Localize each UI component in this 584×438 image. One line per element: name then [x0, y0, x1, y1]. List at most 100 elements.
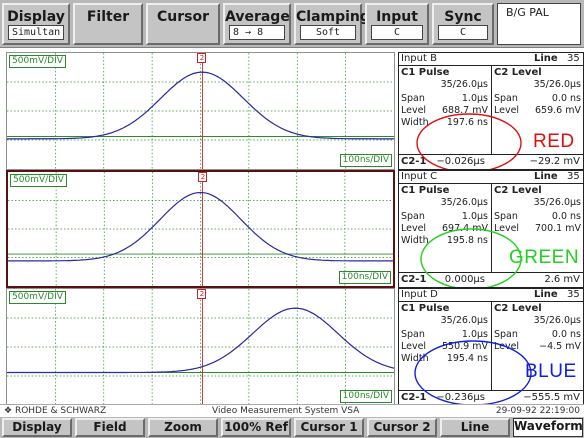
time-difference: −0.026µs	[436, 156, 485, 167]
volts-per-div-label: 500mV/DIV	[10, 174, 67, 187]
input-value: C	[371, 25, 423, 40]
line-label: Line	[534, 53, 558, 64]
span-value: 1.0µs	[461, 211, 488, 222]
volts-per-div-label: 500mV/DIV	[9, 55, 66, 68]
annotation-label: RED	[533, 131, 575, 152]
time-difference: 0.000µs	[444, 274, 485, 285]
status-line: ❖ ROHDE & SCHWARZ Video Measurement Syst…	[0, 404, 584, 417]
span-label: Span	[494, 329, 518, 340]
level-value: 700.1 mV	[535, 223, 581, 234]
width-label: Width	[401, 235, 429, 246]
date-time-stamp: 29-09-92 22:19:00	[495, 406, 580, 416]
cursor-2-title: C2 Level	[494, 67, 542, 78]
waveform-display-input-b[interactable]: 2 500mV/DIV 100ns/DIV	[6, 52, 395, 170]
waveform-display-input-d[interactable]: 2 500mV/DIV 100ns/DIV	[6, 288, 395, 406]
display-mode-value: Simultan	[8, 25, 64, 40]
width-row: Width 197.6 ns	[401, 117, 488, 129]
line-number: 35	[567, 289, 580, 300]
cursor-1-column: C1 Pulse 35/26.0µs Span 1.0µs Level 697.4 …	[399, 185, 491, 271]
average-value: 8 → 8	[229, 25, 285, 40]
width-label: Width	[401, 353, 429, 364]
span-value: 0.0 ns	[551, 93, 581, 104]
level-row: Level 550.9 mV	[401, 341, 488, 353]
level-row: Level 659.6 mV	[494, 105, 581, 117]
span-label: Span	[401, 329, 425, 340]
level-label: Level	[494, 341, 520, 352]
column-divider	[491, 184, 492, 272]
cursor-2-position: 35/26.0µs	[533, 79, 581, 90]
level-row: Level 697.4 mV	[401, 223, 488, 235]
level-value: 659.6 mV	[535, 105, 581, 116]
waveform-softkey[interactable]: Waveform	[513, 418, 583, 437]
line-label: Line	[534, 289, 558, 300]
span-row: Span 1.0µs	[401, 93, 488, 105]
annotation-label: GREEN	[509, 247, 580, 268]
time-per-div-label: 100ns/DIV	[338, 271, 391, 284]
width-value: 197.6 ns	[446, 117, 488, 128]
time-per-div-label: 100ns/DIV	[339, 154, 392, 167]
waveform-graph	[8, 172, 393, 286]
span-row: Span 0.0 ns	[494, 211, 581, 223]
level-value: 550.9 mV	[442, 341, 488, 352]
cursor-2-column: C2 Level 35/26.0µs Span 0.0 ns Level 659.6…	[492, 67, 583, 153]
input-label: Input C	[401, 171, 438, 182]
pulse-trace	[8, 191, 393, 262]
cursor-2-softkey[interactable]: Cursor 2	[367, 418, 437, 437]
pulse-trace	[7, 307, 394, 374]
time-per-div-label: 100ns/DIV	[339, 390, 392, 403]
input-label: Input D	[401, 289, 438, 300]
measurement-panel-input-b: Input B Line 35 C1 Pulse 35/26.0µs Span 1…	[398, 52, 584, 170]
input-label: Input B	[401, 53, 437, 64]
tv-standard-indicator: B/G PAL	[497, 3, 581, 45]
panel-header: Input D Line 35	[399, 289, 583, 302]
cursor-1-position: 35/26.0µs	[440, 197, 488, 208]
volts-per-div-label: 500mV/DIV	[9, 291, 66, 304]
waveform-display-input-c[interactable]: 2 500mV/DIV 100ns/DIV	[6, 170, 395, 288]
sync-softkey-label: Sync	[444, 9, 482, 25]
difference-label: C2-1	[401, 274, 427, 285]
100-percent-ref-softkey[interactable]: 100% Ref	[221, 418, 291, 437]
cursor-1-column: C1 Pulse 35/26.0µs Span 1.0µs Level 550.9 …	[399, 303, 491, 389]
line-softkey[interactable]: Line	[440, 418, 510, 437]
level-label: Level	[401, 105, 427, 116]
span-row: Span 1.0µs	[401, 211, 488, 223]
cursor-1-position: 35/26.0µs	[440, 79, 488, 90]
width-row: Width 195.8 ns	[401, 235, 488, 247]
bottom-display-softkey[interactable]: Display	[2, 418, 72, 437]
display-softkey[interactable]: Display Simultan	[2, 3, 70, 45]
zoom-softkey[interactable]: Zoom	[148, 418, 218, 437]
cursor-2-marker[interactable]: 2	[198, 172, 208, 182]
cursor-softkey[interactable]: Cursor	[146, 3, 220, 45]
filter-softkey[interactable]: Filter	[73, 3, 143, 45]
waveform-graph	[7, 289, 394, 405]
field-softkey[interactable]: Field	[75, 418, 145, 437]
input-softkey[interactable]: Input C	[365, 3, 429, 45]
span-row: Span 0.0 ns	[494, 329, 581, 341]
brand-label: ❖ ROHDE & SCHWARZ	[4, 406, 107, 416]
annotation-label: BLUE	[525, 361, 577, 382]
level-difference: −555.5 mV	[523, 392, 580, 403]
top-softkey-bar: Display Simultan Filter Cursor Average 8…	[0, 0, 584, 48]
average-softkey[interactable]: Average 8 → 8	[223, 3, 291, 45]
span-label: Span	[494, 93, 518, 104]
level-label: Level	[401, 341, 427, 352]
bottom-softkey-bar: Display Field Zoom 100% Ref Cursor 1 Cur…	[0, 417, 584, 438]
sync-softkey[interactable]: Sync C	[432, 3, 494, 45]
span-value: 0.0 ns	[551, 211, 581, 222]
level-value: 697.4 mV	[442, 223, 488, 234]
span-label: Span	[401, 93, 425, 104]
cursor-2-marker[interactable]: 2	[197, 53, 207, 63]
cursor-1-position: 35/26.0µs	[440, 315, 488, 326]
system-name: Video Measurement System VSA	[212, 406, 360, 416]
clamping-softkey-label: Clamping	[296, 9, 370, 25]
cursor-1-softkey[interactable]: Cursor 1	[294, 418, 364, 437]
cursor-2-title: C2 Level	[494, 185, 542, 196]
line-number: 35	[567, 53, 580, 64]
span-label: Span	[401, 211, 425, 222]
level-difference: −29.2 mV	[529, 156, 580, 167]
clamping-softkey[interactable]: Clamping Soft	[294, 3, 370, 45]
level-value: −4.5 mV	[539, 341, 581, 352]
cursor-2-position: 35/26.0µs	[533, 197, 581, 208]
filter-softkey-label: Filter	[86, 9, 130, 25]
cursor-2-marker[interactable]: 2	[197, 289, 207, 299]
